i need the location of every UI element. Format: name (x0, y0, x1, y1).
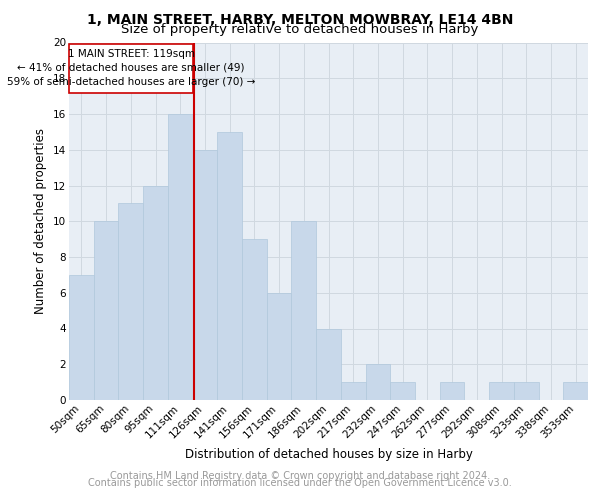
Bar (390, 382, 415, 400)
Bar (69, 275, 94, 400)
Text: Contains public sector information licensed under the Open Government Licence v3: Contains public sector information licen… (88, 478, 512, 488)
Bar (489, 382, 514, 400)
Bar (341, 382, 365, 400)
Bar (292, 221, 316, 400)
Bar (514, 382, 539, 400)
Bar (168, 114, 193, 400)
Bar (143, 186, 168, 400)
Bar (118, 204, 143, 400)
Bar (217, 132, 242, 400)
Text: 1, MAIN STREET, HARBY, MELTON MOWBRAY, LE14 4BN: 1, MAIN STREET, HARBY, MELTON MOWBRAY, L… (87, 12, 513, 26)
Bar (563, 382, 588, 400)
Bar (267, 292, 292, 400)
FancyBboxPatch shape (70, 44, 193, 94)
Text: ← 41% of detached houses are smaller (49): ← 41% of detached houses are smaller (49… (17, 63, 245, 73)
Bar (365, 364, 390, 400)
Bar (193, 150, 217, 400)
Text: Size of property relative to detached houses in Harby: Size of property relative to detached ho… (121, 22, 479, 36)
Bar (440, 382, 464, 400)
Bar (316, 328, 341, 400)
Text: 59% of semi-detached houses are larger (70) →: 59% of semi-detached houses are larger (… (7, 77, 255, 87)
Bar (94, 221, 118, 400)
Text: 1 MAIN STREET: 119sqm: 1 MAIN STREET: 119sqm (68, 49, 194, 59)
X-axis label: Distribution of detached houses by size in Harby: Distribution of detached houses by size … (185, 448, 472, 461)
Y-axis label: Number of detached properties: Number of detached properties (34, 128, 47, 314)
Text: Contains HM Land Registry data © Crown copyright and database right 2024.: Contains HM Land Registry data © Crown c… (110, 471, 490, 481)
Bar (242, 239, 267, 400)
